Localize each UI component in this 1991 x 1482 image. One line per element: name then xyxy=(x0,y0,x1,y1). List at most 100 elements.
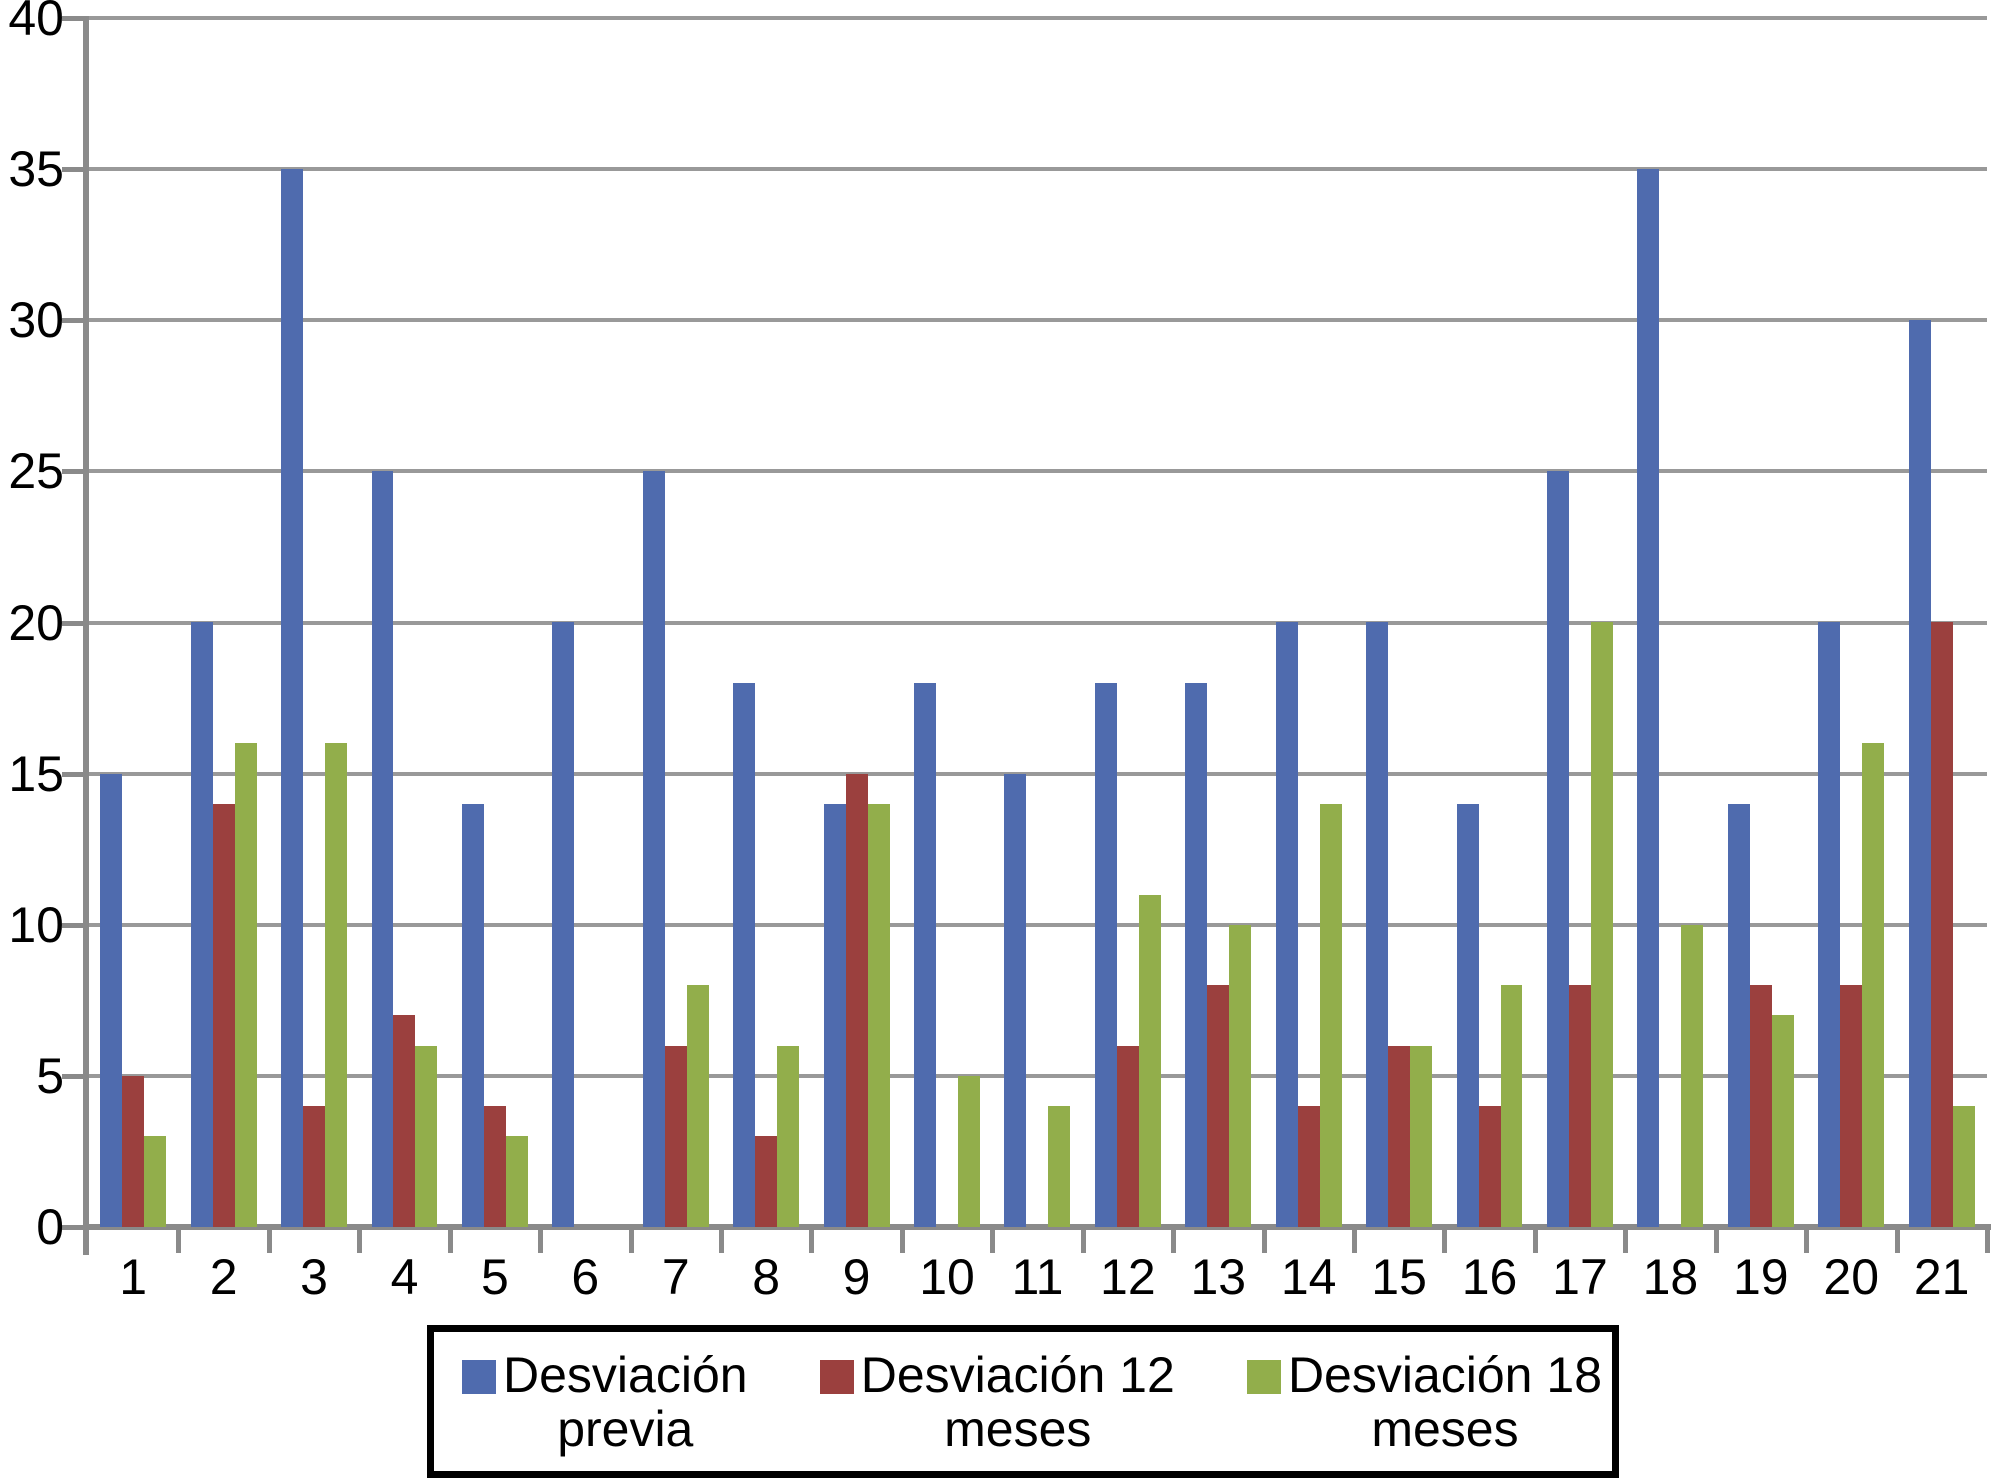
x-axis-tick-3 xyxy=(357,1230,363,1253)
gridline-y-20 xyxy=(88,620,1987,625)
legend-item-1: Desviación previa xyxy=(462,1348,748,1456)
category-slot-3 xyxy=(269,18,359,1227)
category-slot-13 xyxy=(1173,18,1263,1227)
category-slot-21 xyxy=(1896,18,1986,1227)
category-slot-8 xyxy=(721,18,811,1227)
bar-12meses-cat19 xyxy=(1749,985,1772,1227)
y-axis-tick-5 xyxy=(62,1073,85,1079)
y-axis-tick-15 xyxy=(62,771,85,777)
bar-previa-cat18 xyxy=(1637,169,1660,1227)
bar-previa-cat13 xyxy=(1185,683,1208,1227)
bar-12meses-cat17 xyxy=(1568,985,1591,1227)
bar-previa-cat17 xyxy=(1547,471,1569,1227)
category-slot-11 xyxy=(992,18,1082,1227)
bar-12meses-cat16 xyxy=(1478,1106,1501,1227)
x-axis-label-3: 3 xyxy=(300,1249,328,1305)
bar-previa-cat21 xyxy=(1908,320,1931,1227)
category-slot-12 xyxy=(1083,18,1173,1227)
x-axis-labels: 1 2 3 4 5 6 7 8 9 10 11 12 13 14 15 16 17 18 19 20 21 xyxy=(88,1249,1987,1305)
bar-18meses-cat8 xyxy=(777,1046,800,1227)
gridline-y-15 xyxy=(88,771,1987,776)
category-slot-7 xyxy=(631,18,721,1227)
bar-18meses-cat15 xyxy=(1410,1046,1433,1227)
y-axis-tick-35 xyxy=(62,167,85,173)
bar-12meses-cat7 xyxy=(664,1046,687,1227)
y-axis-label-35: 35 xyxy=(8,141,64,198)
y-axis-tick-25 xyxy=(62,469,85,475)
category-slot-10 xyxy=(902,18,992,1227)
category-slot-19 xyxy=(1716,18,1806,1227)
bar-18meses-cat13 xyxy=(1229,925,1252,1227)
x-axis-tick-6 xyxy=(628,1230,634,1253)
category-slot-15 xyxy=(1354,18,1444,1227)
x-axis-tick-18 xyxy=(1713,1230,1719,1253)
x-axis-label-21: 21 xyxy=(1913,1249,1970,1305)
x-axis-tick-16 xyxy=(1532,1230,1538,1253)
legend: Desviación previa Desviación 12 meses Desvia… xyxy=(427,1325,1619,1478)
x-axis-label-17: 17 xyxy=(1552,1249,1608,1305)
category-slot-17 xyxy=(1535,18,1625,1227)
bar-18meses-cat11 xyxy=(1048,1106,1071,1227)
legend-label-line2: previa xyxy=(557,1400,694,1457)
y-axis-tick-10 xyxy=(62,922,85,928)
x-axis-label-1: 1 xyxy=(119,1249,148,1305)
bar-18meses-cat16 xyxy=(1500,985,1523,1227)
gridline-y-35 xyxy=(88,167,1987,172)
bar-previa-cat20 xyxy=(1818,622,1841,1227)
x-axis-tick-13 xyxy=(1261,1230,1267,1253)
x-axis-label-5: 5 xyxy=(480,1249,509,1305)
bar-18meses-cat19 xyxy=(1771,1015,1794,1227)
bar-18meses-cat3 xyxy=(325,743,347,1227)
legend-item-2: Desviación 12 meses xyxy=(819,1348,1175,1456)
legend-label-line1: Desviación 12 xyxy=(860,1346,1175,1403)
x-axis-label-2: 2 xyxy=(209,1249,238,1305)
bar-18meses-cat7 xyxy=(686,985,709,1227)
category-slot-5 xyxy=(450,18,540,1227)
bar-18meses-cat10 xyxy=(957,1076,980,1227)
bar-12meses-cat5 xyxy=(483,1106,506,1227)
bar-12meses-cat14 xyxy=(1297,1106,1320,1227)
x-axis-tick-9 xyxy=(899,1230,905,1253)
legend-swatch-icon xyxy=(462,1359,496,1394)
bar-previa-cat10 xyxy=(914,683,937,1227)
x-axis-label-20: 20 xyxy=(1823,1249,1880,1305)
x-axis-label-19: 19 xyxy=(1732,1249,1789,1305)
bar-previa-cat9 xyxy=(823,804,846,1227)
x-axis-label-6: 6 xyxy=(571,1249,600,1305)
gridline-y-30 xyxy=(88,318,1987,323)
bar-previa-cat7 xyxy=(642,471,665,1227)
x-axis-label-15: 15 xyxy=(1371,1249,1427,1305)
bar-12meses-cat15 xyxy=(1388,1046,1411,1227)
bar-previa-cat16 xyxy=(1456,804,1479,1227)
bar-12meses-cat8 xyxy=(755,1136,778,1227)
x-axis-label-10: 10 xyxy=(919,1249,975,1305)
y-axis-line xyxy=(83,16,89,1255)
y-axis-tick-40 xyxy=(62,16,85,21)
gridline-y-10 xyxy=(88,922,1987,927)
legend-label-line1: Desviación 18 xyxy=(1287,1346,1602,1403)
legend-label: Desviación 12 meses xyxy=(861,1348,1175,1456)
y-axis-label-25: 25 xyxy=(8,443,64,500)
x-axis-label-9: 9 xyxy=(842,1249,871,1305)
bar-previa-cat6 xyxy=(552,622,575,1227)
x-axis-line xyxy=(83,1224,1991,1230)
bar-previa-cat12 xyxy=(1094,683,1117,1227)
category-slot-6 xyxy=(540,18,630,1227)
legend-label-line2: meses xyxy=(1371,1400,1519,1457)
bar-18meses-cat5 xyxy=(505,1136,528,1227)
legend-swatch-icon xyxy=(1246,1359,1281,1394)
category-slot-2 xyxy=(178,18,268,1227)
bar-18meses-cat18 xyxy=(1681,925,1704,1227)
bars-layer xyxy=(88,18,1987,1227)
y-axis-label-0: 0 xyxy=(36,1199,64,1255)
x-axis-tick-20 xyxy=(1894,1230,1900,1253)
y-axis-label-5: 5 xyxy=(36,1047,64,1104)
legend-label-line2: meses xyxy=(944,1400,1092,1457)
bar-12meses-cat13 xyxy=(1207,985,1230,1227)
y-axis-label-20: 20 xyxy=(8,594,64,651)
bar-previa-cat14 xyxy=(1275,622,1298,1227)
category-slot-1 xyxy=(88,18,178,1227)
x-axis-tick-10 xyxy=(990,1230,996,1253)
category-slot-9 xyxy=(811,18,901,1227)
